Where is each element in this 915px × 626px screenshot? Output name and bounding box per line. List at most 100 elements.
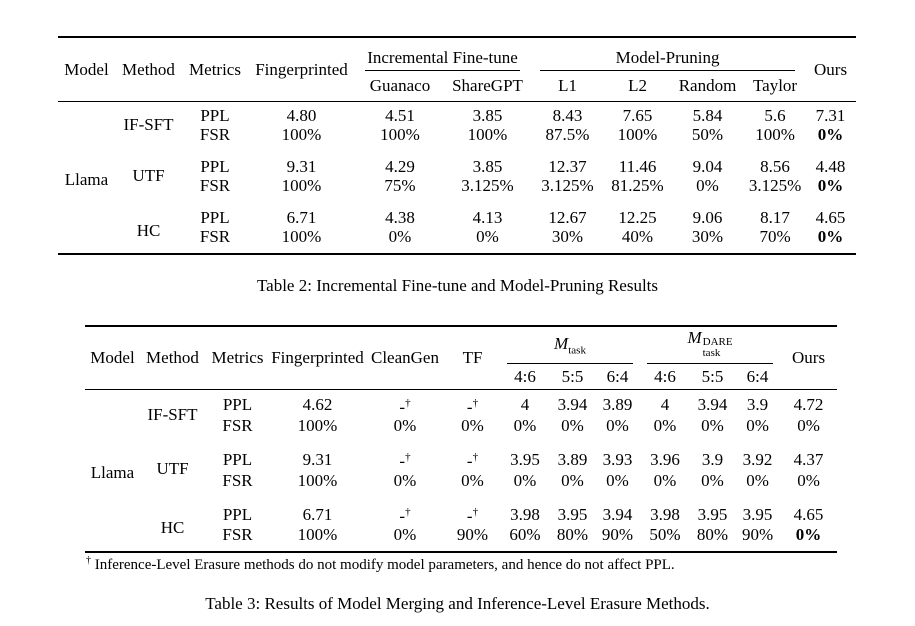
value-cell: 100% xyxy=(297,525,338,545)
col-group-m-task: Mtask xyxy=(500,326,640,364)
value-cell: 9.04 xyxy=(692,156,723,176)
cell-metric: FSR xyxy=(222,470,253,490)
value-cell: -† xyxy=(365,490,445,526)
col-header-metrics: Metrics xyxy=(211,348,264,368)
value-cell: 3.85 xyxy=(472,156,503,176)
value-cell: 4.65 xyxy=(793,504,824,524)
value-cell: 4.29 xyxy=(385,156,415,176)
value-cell: 12.37 xyxy=(548,156,587,176)
value-cell: 4.48 xyxy=(815,156,846,176)
table-row: UTF PPL 9.31 4.29 3.85 12.37 11.46 9.04 … xyxy=(58,144,856,186)
col-header-model: Model xyxy=(90,348,135,368)
dash-value: - xyxy=(466,397,473,417)
value-cell-best: 0% xyxy=(817,124,844,144)
col-header-method: Method xyxy=(146,348,199,368)
value-cell: 8.56 xyxy=(760,156,790,176)
value-cell: -† xyxy=(365,388,445,417)
value-cell: 100% xyxy=(467,124,508,144)
value-cell: 3.94 xyxy=(690,388,736,417)
value-cell: 0% xyxy=(513,470,537,490)
cell-metric: FSR xyxy=(199,226,231,246)
value-cell: 40% xyxy=(621,226,654,246)
dagger-mark: † xyxy=(405,505,411,518)
col-header-cleangen: CleanGen xyxy=(371,348,439,368)
value-cell: 100% xyxy=(281,124,322,144)
value-cell: -† xyxy=(445,388,500,417)
value-cell: 9.06 xyxy=(692,207,723,227)
col-header-random: Random xyxy=(678,76,737,96)
col-header-taylor: Taylor xyxy=(752,76,798,96)
dagger-mark: † xyxy=(405,451,411,464)
value-cell: 5.6 xyxy=(745,100,806,125)
cell-metric: PPL xyxy=(205,388,270,417)
table-row: FSR 100% 0% 90% 60% 80% 90% 50% 80% 90% … xyxy=(85,525,837,552)
footnote-text: Inference-Level Erasure methods do not m… xyxy=(94,557,675,573)
value-cell: 81.25% xyxy=(611,175,664,195)
value-cell: 80% xyxy=(696,525,729,545)
cell-model: Llama xyxy=(85,388,140,553)
value-cell: 3.125% xyxy=(541,175,594,195)
value-cell: 50% xyxy=(649,525,681,545)
table3-caption: Table 3: Results of Model Merging and In… xyxy=(205,594,710,613)
value-cell: 3.9 xyxy=(701,449,724,469)
cell-metric: PPL xyxy=(200,207,230,227)
value-cell: 0% xyxy=(746,416,769,436)
dagger-mark: † xyxy=(405,396,411,409)
value-cell: 4.51 xyxy=(355,100,445,125)
table-row: FSR 100% 100% 100% 87.5% 100% 50% 100% 0… xyxy=(58,125,856,144)
col-header-ratio-55: 5:5 xyxy=(561,366,584,386)
value-cell: 12.25 xyxy=(618,207,657,227)
value-cell: 0% xyxy=(393,416,417,436)
value-cell: 80% xyxy=(556,525,589,545)
dash-value: - xyxy=(466,506,473,526)
cell-metric: PPL xyxy=(182,100,248,125)
value-cell: 6.71 xyxy=(302,504,333,524)
col-header-guanaco: Guanaco xyxy=(369,76,431,96)
value-cell: 0% xyxy=(606,416,629,436)
value-cell: 7.65 xyxy=(605,100,671,125)
value-cell: 11.46 xyxy=(618,156,657,176)
cell-metric: FSR xyxy=(199,124,231,144)
value-cell: 90% xyxy=(601,525,634,545)
value-cell: 0% xyxy=(476,226,499,246)
col-header-method: Method xyxy=(122,59,175,79)
value-cell: 4 xyxy=(640,388,691,417)
cell-method: IF-SFT xyxy=(140,388,205,436)
value-cell: 100% xyxy=(297,470,338,490)
cmidrule: Incremental Fine-tune xyxy=(365,48,521,71)
value-cell: 8.17 xyxy=(760,207,790,227)
value-cell: 0% xyxy=(696,175,719,195)
value-cell: 0% xyxy=(701,470,724,490)
table3-footnote: † Inference-Level Erasure methods do not… xyxy=(86,552,866,574)
col-group-incremental-fine-tune: Incremental Fine-tune xyxy=(355,37,530,71)
table3: Model Method Metrics Fingerprinted Clean… xyxy=(85,325,838,554)
value-cell: 0% xyxy=(653,416,677,436)
table-row: FSR 100% 0% 0% 0% 0% 0% 0% 0% 0% 0% xyxy=(85,471,837,490)
col-header-ratio-64: 6:4 xyxy=(606,366,629,386)
math-script-stack: DARE task xyxy=(702,335,733,360)
value-cell: 0% xyxy=(388,226,412,246)
group-label: Incremental Fine-tune xyxy=(367,48,518,67)
value-cell: 4.72 xyxy=(780,388,838,417)
value-cell: 50% xyxy=(691,124,724,144)
table3-header-row-1: Model Method Metrics Fingerprinted Clean… xyxy=(85,326,837,367)
value-cell: -† xyxy=(445,490,500,526)
value-cell: 60% xyxy=(509,525,541,545)
math-superscript-dare: DARE xyxy=(702,335,733,348)
value-cell: 3.89 xyxy=(595,388,641,417)
value-cell: 3.93 xyxy=(602,449,633,469)
value-cell: 3.125% xyxy=(748,175,802,195)
value-cell: 3.85 xyxy=(445,100,531,125)
cell-method: HC xyxy=(160,517,185,537)
math-subscript-task: task xyxy=(702,347,721,360)
cell-metric: FSR xyxy=(222,416,253,436)
dash-value: - xyxy=(399,506,406,526)
value-cell: 12.67 xyxy=(548,207,587,227)
value-cell: 9.31 xyxy=(302,449,333,469)
value-cell: 0% xyxy=(797,470,820,490)
value-cell: 3.98 xyxy=(650,504,680,524)
col-header-sharegpt: ShareGPT xyxy=(452,76,523,96)
value-cell: 3.95 xyxy=(510,449,540,469)
value-cell: 4.13 xyxy=(472,207,503,227)
cmidrule: M DARE task xyxy=(647,328,774,364)
